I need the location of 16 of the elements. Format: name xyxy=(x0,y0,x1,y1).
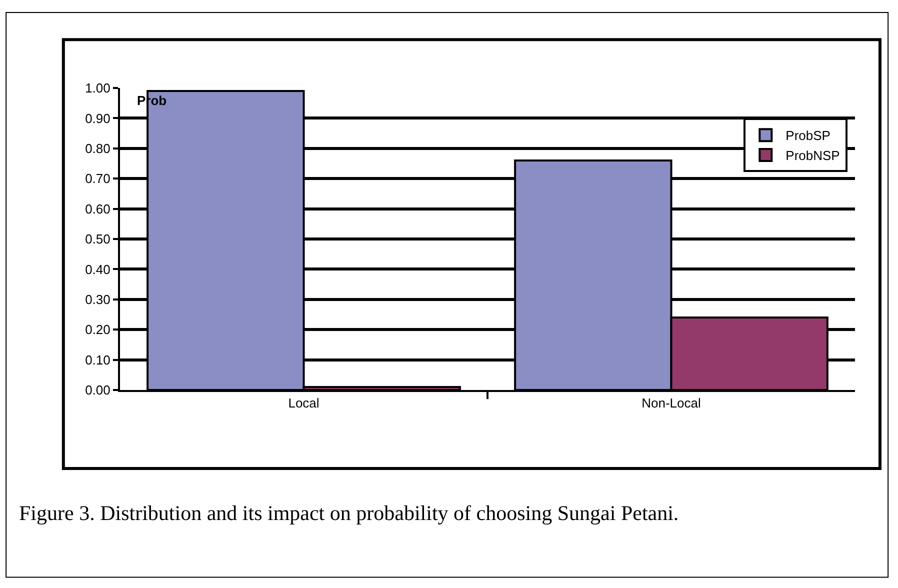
y-tick-label: 0.30 xyxy=(85,292,110,307)
caption: Figure 3. Distribution and its impact on probability of choosing Sungai Petani. xyxy=(19,501,679,525)
y-tick-label: 0.10 xyxy=(85,352,110,368)
y-tick-label: 0.60 xyxy=(85,201,110,216)
y-tick-label: 0.20 xyxy=(85,322,110,338)
x-tick-label: Local xyxy=(288,396,320,411)
legend-label: ProbSP xyxy=(786,128,830,144)
y-tick-label: 0.00 xyxy=(85,382,110,398)
y-tick-label: 0.70 xyxy=(85,171,110,186)
y-tick-label: 0.50 xyxy=(85,232,110,247)
x-tick-label: Non-Local xyxy=(642,396,701,411)
y-tick-label: 0.90 xyxy=(85,110,110,126)
y-tick-label: 0.80 xyxy=(85,140,110,156)
legend-label: ProbNSP xyxy=(786,148,840,164)
y-tick-label: 0.40 xyxy=(85,262,110,277)
y-tick-label: 1.00 xyxy=(85,80,110,96)
